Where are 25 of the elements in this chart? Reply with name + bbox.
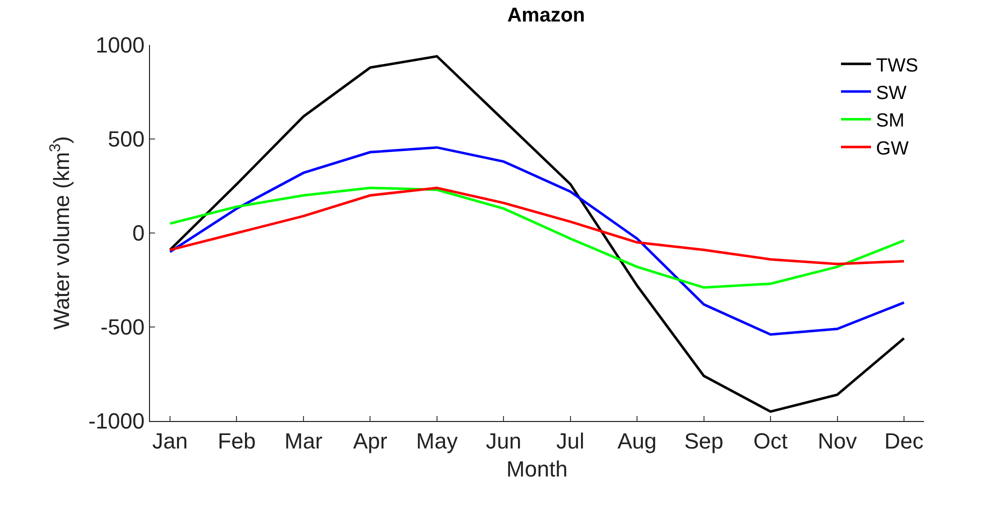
- x-tick-label: Nov: [818, 428, 857, 454]
- x-tick-label: Sep: [684, 428, 724, 454]
- x-axis-title: Month: [506, 456, 568, 482]
- line-series: [168, 186, 906, 289]
- legend-label: SM: [876, 110, 904, 132]
- legend-label: GW: [876, 138, 909, 160]
- x-tick-label: May: [416, 428, 458, 454]
- x-tick-label: Feb: [218, 428, 256, 454]
- y-tick-label: 1000: [96, 32, 145, 58]
- x-tick-label: Aug: [618, 428, 657, 454]
- chart-title: Amazon: [507, 4, 586, 27]
- x-tick-label: Jan: [152, 428, 188, 454]
- x-tick-label: Jul: [556, 428, 584, 454]
- y-tick-label: -1000: [88, 408, 145, 434]
- x-tick-label: Jun: [486, 428, 522, 454]
- x-tick-label: Mar: [284, 428, 322, 454]
- x-tick-label: Oct: [753, 428, 788, 454]
- x-tick-label: Apr: [353, 428, 388, 454]
- legend-label: SW: [876, 82, 907, 104]
- legend-label: TWS: [876, 55, 918, 76]
- y-tick-label: 500: [108, 126, 145, 152]
- line-series: [168, 186, 906, 266]
- y-tick-label: 0: [132, 220, 145, 246]
- x-tick-label: Dec: [884, 428, 924, 454]
- y-tick-label: -500: [100, 314, 145, 340]
